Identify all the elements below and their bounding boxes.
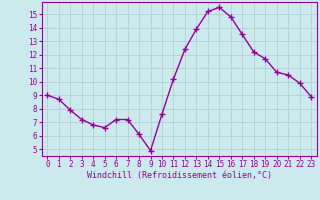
X-axis label: Windchill (Refroidissement éolien,°C): Windchill (Refroidissement éolien,°C) (87, 171, 272, 180)
